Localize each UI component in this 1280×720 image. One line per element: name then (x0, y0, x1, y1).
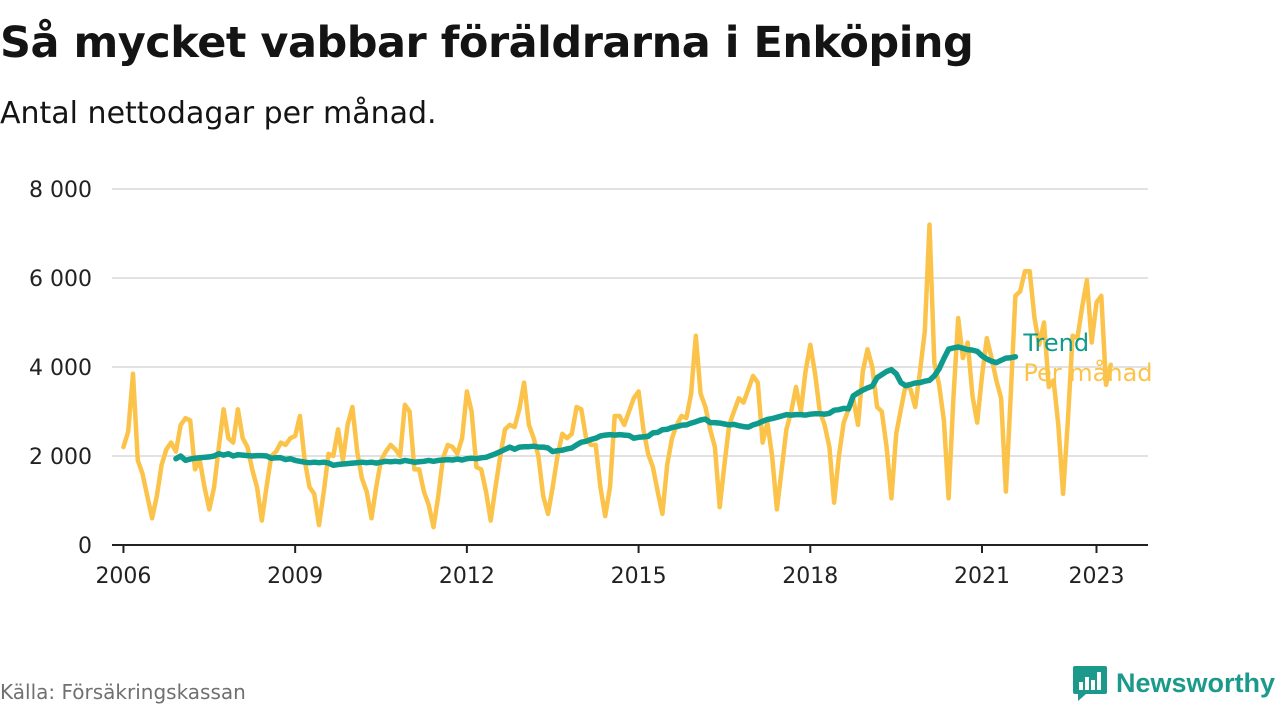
y-tick-label: 8 000 (29, 178, 92, 203)
x-tick-label: 2009 (267, 564, 323, 589)
x-tick-label: 2012 (439, 564, 495, 589)
axes: 0 2 000 4 000 6 000 8 000 2006 2009 2012 2015 201… (29, 178, 1148, 589)
y-tick-label: 6 000 (29, 267, 92, 292)
source-note: Källa: Försäkringskassan (0, 680, 246, 704)
x-tick-label: 2023 (1068, 564, 1124, 589)
trend-line (173, 344, 1019, 469)
newsworthy-logo-icon (1073, 666, 1107, 701)
trend-series-label: Trend (1022, 329, 1089, 357)
chart-subtitle: Antal nettodagar per månad. (0, 96, 437, 131)
monthly-series-label: Per månad (1023, 358, 1152, 387)
x-tick-label: 2006 (95, 564, 151, 589)
y-tick-label: 4 000 (29, 356, 92, 381)
brand-logo[interactable]: Newsworthy (1072, 664, 1275, 702)
line-chart: 0 2 000 4 000 6 000 8 000 2006 2009 2012 2015 201… (29, 178, 1153, 589)
x-tick-label: 2018 (782, 564, 838, 589)
gridlines (112, 188, 1148, 457)
monthly-line (121, 222, 1114, 530)
chart-title: Så mycket vabbar föräldrarna i Enköping (0, 18, 974, 68)
x-tick-label: 2015 (611, 564, 667, 589)
y-tick-label: 0 (78, 534, 92, 559)
series-lines (121, 222, 1114, 530)
brand-name: Newsworthy (1116, 667, 1276, 698)
x-tick-label: 2021 (954, 564, 1010, 589)
y-tick-label: 2 000 (29, 445, 92, 470)
